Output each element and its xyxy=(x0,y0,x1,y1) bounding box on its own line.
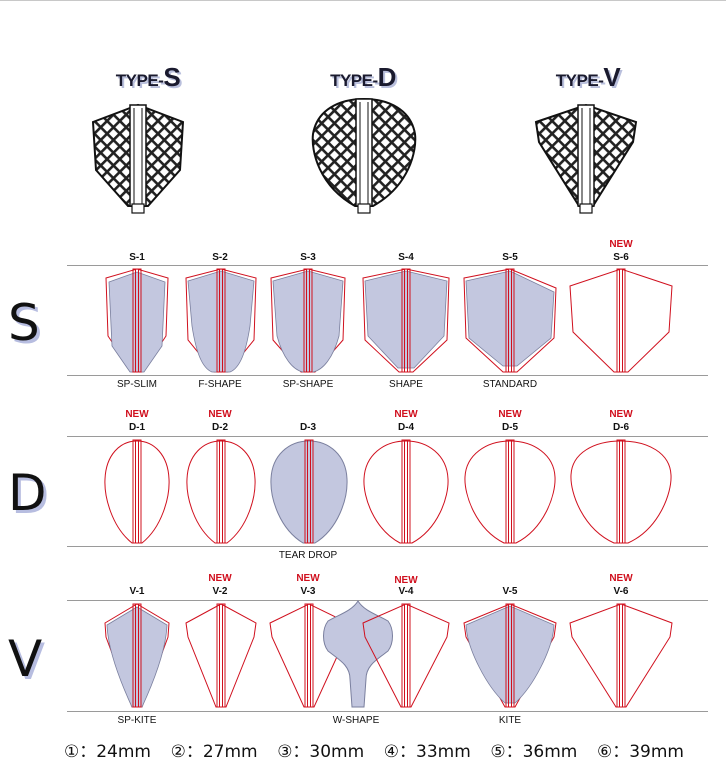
new-badge: NEW xyxy=(609,573,633,584)
flight-d2 xyxy=(186,439,256,544)
size-item-5: ⑤：36mm xyxy=(490,742,578,762)
type-s-title: TYPE-S xyxy=(115,62,181,92)
flight-v2 xyxy=(185,603,257,708)
row-s-letter: S xyxy=(8,294,40,352)
type-v-title: TYPE-V xyxy=(555,62,621,92)
flight-code: S-1 xyxy=(129,252,145,263)
row-s-top-line xyxy=(67,265,708,266)
row-d-letter: D xyxy=(8,464,47,522)
flight-d5 xyxy=(464,439,556,544)
flight-code: S-5 xyxy=(502,252,518,263)
flight-s5 xyxy=(463,268,557,373)
flight-code: V-2 xyxy=(212,586,228,597)
new-badge: NEW xyxy=(208,409,232,420)
flight-code: D-5 xyxy=(501,422,519,433)
flight-code: D-2 xyxy=(211,422,229,433)
type-d-header: TYPE-D xyxy=(283,62,443,93)
new-badge: NEW xyxy=(394,575,418,586)
flight-s6 xyxy=(569,268,673,373)
new-badge: NEW xyxy=(394,409,418,420)
flight-v3 xyxy=(269,603,349,708)
flight-code: D-4 xyxy=(397,422,415,433)
flight-code: V-6 xyxy=(613,586,629,597)
flight-code: V-3 xyxy=(300,586,316,597)
size-item-2: ②：27mm xyxy=(170,742,258,762)
row-v-top-line xyxy=(67,600,708,601)
flight-code: S-4 xyxy=(398,252,414,263)
flight-name: SHAPE xyxy=(389,379,423,390)
row-v-bottom-line xyxy=(67,711,708,712)
size-legend: ①：24mm ②：27mm ③：30mm ④：33mm ⑤：36mm ⑥：39m… xyxy=(64,737,684,762)
flight-name: SP-SLIM xyxy=(116,379,157,390)
type-d-flight-illustration xyxy=(311,97,417,214)
type-d-title: TYPE-D xyxy=(330,62,396,92)
flight-d6 xyxy=(570,439,672,544)
new-badge: NEW xyxy=(296,573,320,584)
flight-name: TEAR DROP xyxy=(278,550,338,561)
flight-v6 xyxy=(569,603,673,708)
row-v-letter: V xyxy=(8,630,43,688)
flight-name: F-SHAPE xyxy=(198,379,242,390)
flight-s4 xyxy=(362,268,450,373)
new-badge: NEW xyxy=(609,409,633,420)
size-item-3: ③：30mm xyxy=(277,742,365,762)
top-divider xyxy=(0,0,726,1)
flight-v1 xyxy=(104,603,170,708)
flight-v4 xyxy=(362,603,450,708)
flight-d4 xyxy=(363,439,449,544)
new-badge: NEW xyxy=(125,409,149,420)
flight-code: S-6 xyxy=(613,252,629,263)
flight-code: S-3 xyxy=(300,252,316,263)
flight-name: W-SHAPE xyxy=(332,715,380,726)
type-s-header: TYPE-S xyxy=(68,62,228,93)
flight-code: D-6 xyxy=(612,422,630,433)
flight-d3 xyxy=(270,439,348,544)
size-item-4: ④：33mm xyxy=(383,742,471,762)
row-d-top-line xyxy=(67,436,708,437)
flight-s2 xyxy=(185,268,257,373)
flight-v5 xyxy=(463,603,557,708)
size-item-1: ①：24mm xyxy=(64,742,151,762)
flight-name: KITE xyxy=(498,715,522,726)
size-item-6: ⑥：39mm xyxy=(596,742,684,762)
type-v-flight-illustration xyxy=(534,103,638,214)
flight-code: V-4 xyxy=(398,586,414,597)
new-badge: NEW xyxy=(609,239,633,250)
flight-code: D-3 xyxy=(299,422,317,433)
flight-d1 xyxy=(104,439,170,544)
flight-s3 xyxy=(270,268,346,373)
flight-code: S-2 xyxy=(212,252,228,263)
flight-name: STANDARD xyxy=(482,379,538,390)
flight-s1 xyxy=(105,268,169,373)
w-shape-flight xyxy=(323,600,393,708)
new-badge: NEW xyxy=(208,573,232,584)
flight-code: V-5 xyxy=(502,586,518,597)
new-badge: NEW xyxy=(498,409,522,420)
flight-name: SP-SHAPE xyxy=(282,379,334,390)
row-d-bottom-line xyxy=(67,546,708,547)
type-v-header: TYPE-V xyxy=(508,62,668,93)
flight-name: SP-KITE xyxy=(117,715,157,726)
flight-code: V-1 xyxy=(129,586,145,597)
flight-code: D-1 xyxy=(128,422,146,433)
row-s-bottom-line xyxy=(67,375,708,376)
type-s-flight-illustration xyxy=(91,103,185,214)
